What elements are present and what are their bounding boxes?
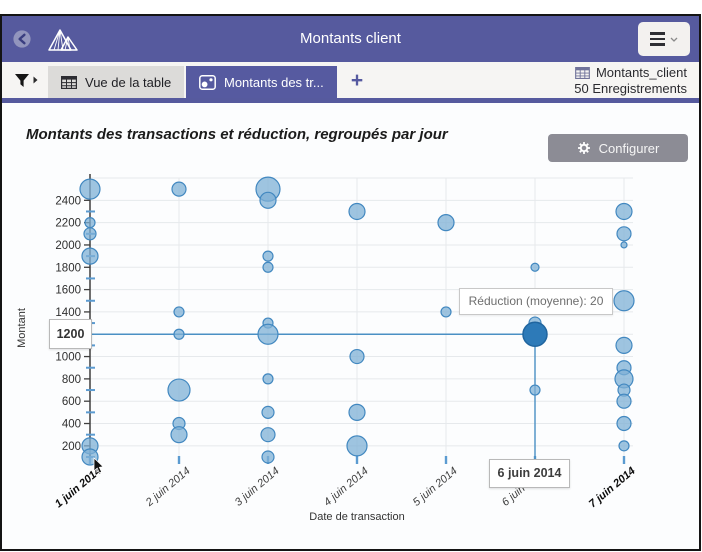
- bubble[interactable]: [261, 405, 275, 419]
- bubble[interactable]: [348, 202, 366, 221]
- bubble[interactable]: [262, 250, 274, 262]
- y-tick-label: 2200: [55, 218, 81, 230]
- bubble[interactable]: [81, 247, 99, 265]
- y-tick-label: 200: [62, 441, 81, 453]
- mouse-cursor: [93, 457, 105, 474]
- x-axis-title: Date de transaction: [309, 511, 405, 523]
- y-tick-label: 600: [62, 396, 81, 408]
- add-tab-button[interactable]: +: [344, 66, 370, 96]
- chart-canvas: 200 400 600 800 1000 1400 1600 1800 2000 2200 2400: [55, 174, 635, 466]
- bubble[interactable]: [259, 191, 277, 209]
- bubble[interactable]: [616, 226, 632, 242]
- y-tick-label: 1400: [55, 307, 81, 319]
- bubble[interactable]: [79, 178, 101, 200]
- accent-strip: [2, 98, 699, 103]
- bubble[interactable]: [171, 181, 187, 197]
- funnel-icon: [15, 73, 29, 87]
- highlighted-x-value: 6 juin 2014: [489, 459, 570, 488]
- table-icon: [575, 67, 590, 79]
- y-tick-label: 1800: [55, 262, 81, 274]
- source-table-name: Montants_client: [595, 65, 687, 80]
- tab-label: Vue de la table: [85, 74, 172, 90]
- bubble[interactable]: [262, 261, 274, 273]
- tab-label: Montants des tr...: [224, 74, 324, 90]
- bubble[interactable]: [437, 214, 455, 232]
- configure-button-label: Configurer: [598, 140, 660, 156]
- filter-button[interactable]: [14, 70, 42, 90]
- selected-bubble[interactable]: [522, 321, 548, 347]
- tab-bar: Vue de la table Montants des tr... +: [2, 62, 699, 98]
- bubble[interactable]: [348, 403, 366, 421]
- table-grid-icon: [61, 75, 77, 89]
- app-window: Montants client: [0, 14, 701, 551]
- y-tick-label: 1000: [55, 352, 81, 364]
- bubble[interactable]: [173, 306, 185, 318]
- bubble[interactable]: [83, 227, 97, 241]
- bubble[interactable]: [620, 241, 628, 249]
- bubble[interactable]: [170, 426, 188, 444]
- scatter-chart-icon: [199, 74, 216, 90]
- y-tick-label: 2000: [55, 240, 81, 252]
- y-tick-label: 400: [62, 419, 81, 431]
- source-record-count: 50 Enregistrements: [574, 81, 687, 96]
- bubble[interactable]: [346, 435, 368, 457]
- bubble[interactable]: [530, 262, 540, 272]
- menu-button[interactable]: [638, 22, 690, 56]
- bubble[interactable]: [616, 415, 632, 432]
- bubble[interactable]: [257, 323, 279, 345]
- bubble[interactable]: [618, 440, 630, 452]
- tooltip: Réduction (moyenne): 20: [459, 288, 613, 315]
- header: Montants client: [2, 16, 699, 62]
- hamburger-icon: [650, 32, 665, 46]
- bubble[interactable]: [349, 348, 365, 365]
- y-tick-label: 1600: [55, 285, 81, 297]
- y-tick-label: 800: [62, 374, 81, 386]
- gear-icon: [577, 142, 590, 154]
- bubble[interactable]: [616, 393, 632, 409]
- bubble[interactable]: [615, 336, 633, 354]
- configure-button[interactable]: Configurer: [548, 134, 688, 162]
- back-button[interactable]: [12, 29, 32, 49]
- y-axis-title: Montant: [16, 308, 28, 348]
- content-area: [2, 103, 699, 549]
- tab-chart-view[interactable]: Montants des tr...: [186, 66, 337, 98]
- bubble[interactable]: [84, 217, 96, 229]
- bubble[interactable]: [167, 378, 191, 402]
- tab-table-view[interactable]: Vue de la table: [48, 66, 185, 98]
- bubble[interactable]: [440, 306, 452, 318]
- bubble[interactable]: [615, 202, 633, 221]
- highlighted-y-value: 1200: [49, 319, 92, 349]
- data-source-info: Montants_client 50 Enregistrements: [574, 65, 687, 97]
- y-tick-label: 2400: [55, 195, 81, 207]
- bubble[interactable]: [529, 384, 541, 396]
- filter-expand-icon: [33, 76, 38, 84]
- back-icon: [13, 30, 31, 48]
- bubble[interactable]: [173, 328, 185, 340]
- chevron-down-icon: [670, 37, 678, 42]
- app-logo-icon: [46, 26, 80, 57]
- bubble[interactable]: [262, 373, 274, 385]
- bubble[interactable]: [261, 450, 275, 464]
- bubble[interactable]: [260, 427, 276, 443]
- window-title: Montants client: [300, 30, 401, 47]
- chart-title: Montants des transactions et réduction, …: [26, 126, 448, 143]
- bubble[interactable]: [613, 290, 635, 312]
